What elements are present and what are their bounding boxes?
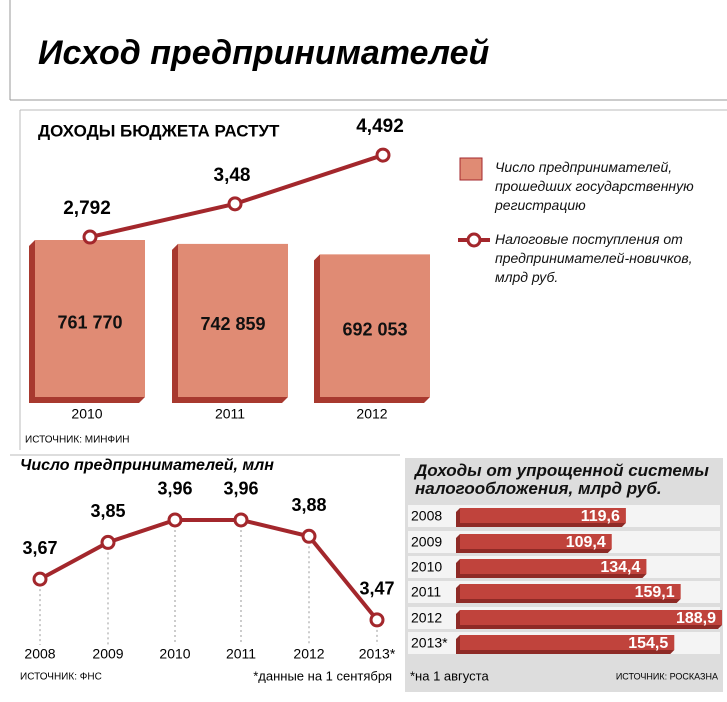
legend-swatch bbox=[466, 232, 482, 248]
x-tick-label: 2012 bbox=[293, 646, 324, 662]
line bbox=[39, 517, 379, 622]
bar bbox=[178, 243, 288, 397]
value-label: 761 770 bbox=[57, 312, 122, 332]
value-label: 692 053 bbox=[342, 319, 407, 339]
value-label: 3,96 bbox=[223, 479, 258, 499]
value-label: 154,5 bbox=[628, 635, 668, 652]
point bbox=[369, 612, 385, 628]
point bbox=[82, 229, 98, 245]
note: *на 1 августа bbox=[410, 668, 489, 683]
legend-swatch bbox=[459, 157, 483, 181]
source: ИСТОЧНИК: МИНФИН bbox=[25, 435, 130, 446]
point bbox=[233, 512, 249, 528]
x-tick-label: 2008 bbox=[24, 646, 55, 662]
value-label: 119,6 bbox=[581, 508, 620, 525]
point bbox=[227, 196, 243, 212]
x-tick-label: 2011 bbox=[215, 406, 245, 422]
x-tick-label: 2010 bbox=[71, 406, 102, 422]
x-tick-label: 2011 bbox=[226, 646, 256, 662]
bar bbox=[460, 534, 612, 549]
value-label: 159,1 bbox=[635, 584, 675, 601]
bar bbox=[320, 254, 430, 397]
value-label: 134,4 bbox=[600, 559, 640, 576]
point bbox=[301, 528, 317, 544]
value-label: 4,492 bbox=[356, 116, 404, 137]
y-tick-label: 2010 bbox=[411, 559, 442, 575]
chart-title: ДОХОДЫ БЮДЖЕТА РАСТУТ bbox=[38, 121, 280, 140]
bar bbox=[35, 240, 145, 397]
legend-label: Число предпринимателей, прошедших госуда… bbox=[495, 159, 694, 213]
y-tick-label: 2013* bbox=[411, 635, 448, 651]
value-label: 3,48 bbox=[214, 165, 251, 186]
value-label: 742 859 bbox=[200, 314, 265, 334]
point bbox=[32, 571, 48, 587]
point bbox=[167, 512, 183, 528]
page-title: Исход предпринимателей bbox=[38, 34, 489, 72]
value-label: 3,67 bbox=[22, 538, 57, 558]
y-tick-label: 2012 bbox=[411, 610, 442, 626]
value-label: 3,85 bbox=[90, 501, 125, 521]
bar bbox=[460, 610, 723, 625]
value-label: 188,9 bbox=[676, 610, 716, 627]
value-label: 3,88 bbox=[291, 495, 326, 515]
value-label: 109,4 bbox=[566, 534, 606, 551]
y-tick-label: 2011 bbox=[411, 584, 441, 600]
value-label: 2,792 bbox=[63, 198, 111, 219]
bar bbox=[460, 635, 675, 650]
y-tick-label: 2008 bbox=[411, 508, 442, 524]
value-label: 3,47 bbox=[359, 579, 394, 599]
y-tick-label: 2009 bbox=[411, 534, 442, 550]
source: ИСТОЧНИК: ФНС bbox=[20, 672, 102, 683]
chart-title: Число предпринимателей, млн bbox=[20, 457, 274, 474]
chart-title: Доходы от упрощенной системы налогооблож… bbox=[415, 461, 709, 498]
bar bbox=[460, 584, 681, 599]
point bbox=[375, 147, 391, 163]
bar bbox=[460, 508, 626, 523]
value-label: 3,96 bbox=[157, 479, 192, 499]
point bbox=[100, 534, 116, 550]
x-tick-label: 2012 bbox=[356, 406, 387, 422]
x-tick-label: 2013* bbox=[359, 646, 396, 662]
source: ИСТОЧНИК: РОСКАЗНА bbox=[616, 671, 718, 681]
x-tick-label: 2009 bbox=[92, 646, 123, 662]
legend-label: Налоговые поступления от предпринимателе… bbox=[495, 231, 693, 285]
note: *данные на 1 сентября bbox=[253, 668, 392, 683]
bar bbox=[460, 559, 647, 574]
x-tick-label: 2010 bbox=[159, 646, 190, 662]
